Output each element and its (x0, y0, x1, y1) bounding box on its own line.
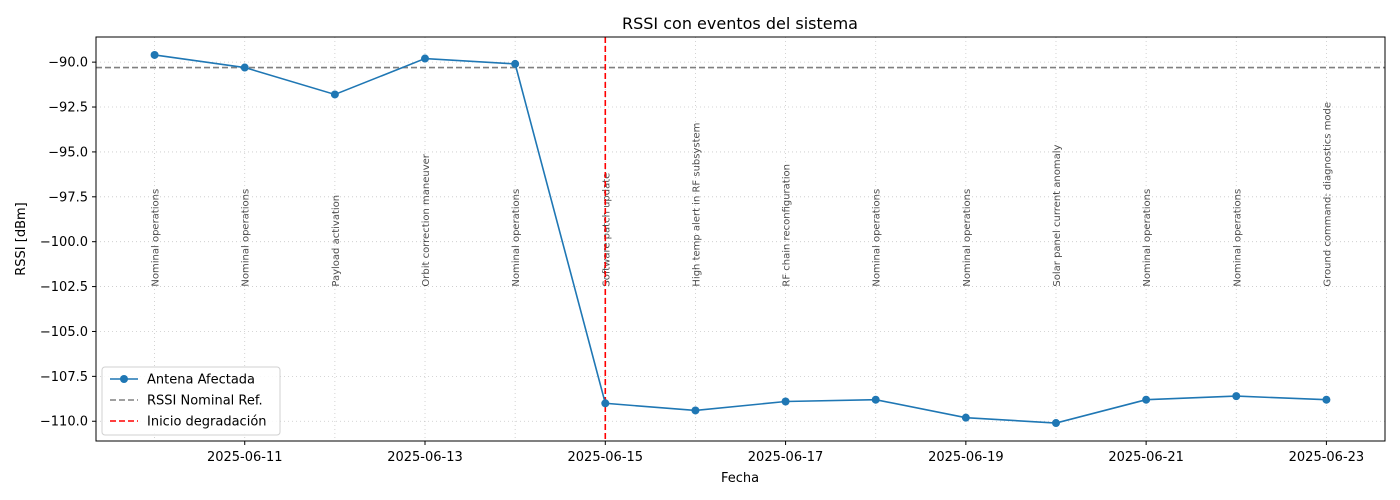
x-tick-label: 2025-06-21 (1108, 450, 1184, 465)
x-tick-label: 2025-06-11 (207, 450, 283, 465)
y-tick-label: −95.0 (48, 145, 88, 160)
y-tick-label: −102.5 (40, 280, 88, 295)
grid (96, 37, 1385, 441)
data-point (240, 63, 249, 72)
event-label: High temp alert in RF subsystem (691, 123, 702, 287)
legend-marker (120, 375, 128, 383)
event-label: Nominal operations (962, 189, 973, 287)
data-point (150, 50, 159, 59)
series (150, 50, 1331, 428)
data-point (330, 90, 339, 99)
event-label: Nominal operations (151, 189, 162, 287)
data-point (1142, 395, 1151, 404)
event-label: Ground command: diagnostics mode (1322, 102, 1333, 287)
event-annotations: Nominal operations Nominal operations Payl… (151, 102, 1334, 287)
legend-label: Antena Afectada (147, 373, 255, 388)
legend: Antena Afectada RSSI Nominal Ref. Inicio d… (101, 366, 281, 436)
data-point (421, 54, 430, 63)
data-point (781, 397, 790, 406)
data-point (511, 59, 520, 68)
data-point (871, 395, 880, 404)
data-point (1232, 392, 1241, 401)
reference-lines (96, 37, 1385, 441)
legend-label: RSSI Nominal Ref. (147, 394, 263, 409)
data-point (601, 399, 610, 408)
event-label: Nominal operations (1142, 189, 1153, 287)
axes: −90.0 −92.5 −95.0 −97.5 −100.0 −102.5 −105.0 −1… (40, 56, 1364, 465)
y-tick-label: −110.0 (40, 415, 88, 430)
y-tick-label: −100.0 (40, 235, 88, 250)
data-point (1322, 395, 1331, 404)
x-axis-label: Fecha (721, 471, 759, 486)
y-tick-label: −97.5 (48, 190, 88, 205)
chart-title: RSSI con eventos del sistema (622, 14, 858, 33)
series-line (154, 54, 1327, 424)
x-tick-label: 2025-06-15 (568, 450, 644, 465)
event-label: Nominal operations (872, 189, 883, 287)
event-label: Payload activation (331, 195, 342, 287)
event-label: Nominal operations (1232, 189, 1243, 287)
y-tick-label: −92.5 (48, 101, 88, 116)
legend-label: Inicio degradación (147, 415, 267, 430)
x-tick-label: 2025-06-13 (387, 450, 463, 465)
event-label: Nominal operations (511, 189, 522, 287)
x-tick-label: 2025-06-19 (928, 450, 1004, 465)
y-tick-label: −90.0 (48, 56, 88, 71)
x-tick-label: 2025-06-17 (748, 450, 824, 465)
x-tick-label: 2025-06-23 (1289, 450, 1365, 465)
event-label: Solar panel current anomaly (1052, 145, 1063, 287)
event-label: Nominal operations (241, 189, 252, 287)
data-point (961, 413, 970, 422)
event-label: Orbit correction maneuver (421, 153, 432, 286)
legend-box (101, 366, 281, 436)
event-label: Software patch update (601, 173, 612, 287)
data-point (1051, 419, 1060, 428)
plot-frame (95, 36, 1386, 442)
data-point (691, 406, 700, 415)
y-tick-label: −107.5 (40, 370, 88, 385)
y-tick-label: −105.0 (40, 325, 88, 340)
event-label: RF chain reconfiguration (782, 164, 793, 287)
y-axis-label: RSSI [dBm] (14, 202, 29, 275)
